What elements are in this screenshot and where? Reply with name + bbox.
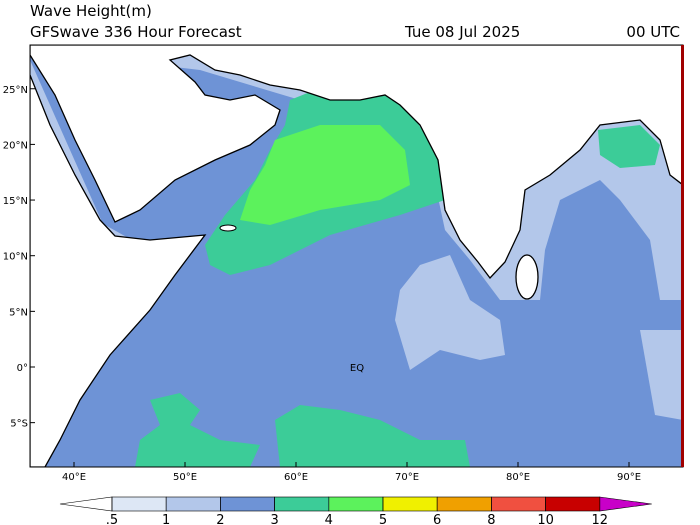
- lon-tick-label: 50°E: [173, 472, 197, 483]
- subtitle: GFSwave 336 Hour Forecast: [30, 23, 242, 41]
- colorbar-segment: [111, 496, 167, 512]
- edge-strip: [681, 45, 684, 467]
- coastal-zone: [640, 330, 683, 420]
- low-wave-zone: [395, 255, 505, 370]
- colorbar-label: 5: [379, 513, 387, 525]
- colorbar-label: 10: [537, 513, 554, 525]
- wave-3-4: [275, 405, 470, 467]
- lat-tick-label: 25°N: [3, 85, 28, 96]
- wave-3-4: [135, 393, 260, 467]
- colorbar-label: 8: [487, 513, 495, 525]
- lat-tick-label: 5°N: [9, 307, 28, 318]
- lat-tick-label: 10°N: [3, 252, 28, 263]
- colorbar-segment: [220, 496, 275, 512]
- colorbar-label: .5: [106, 513, 118, 525]
- title: Wave Height(m): [30, 2, 152, 20]
- colorbar-segment: [165, 496, 221, 512]
- land-asia: [30, 45, 683, 280]
- lat-tick-label: 20°N: [3, 140, 28, 151]
- colorbar-label: 12: [592, 513, 609, 525]
- equator-label: EQ: [350, 363, 364, 374]
- lat-tick-label: 5°S: [10, 419, 28, 430]
- land-socotra: [219, 224, 237, 232]
- colorbar-label: 1: [162, 513, 170, 525]
- land-africa: [30, 74, 207, 467]
- lon-tick-label: 70°E: [395, 472, 419, 483]
- colorbar-segment: [328, 496, 384, 512]
- lat-tick-label: 0°: [17, 363, 28, 374]
- lon-tick-label: 80°E: [506, 472, 530, 483]
- colorbar-label: 6: [433, 513, 441, 525]
- colorbar-extend-high: [599, 496, 652, 512]
- map: [30, 45, 683, 467]
- land-sri-lanka: [515, 254, 539, 300]
- colorbar-segment: [545, 496, 601, 512]
- lat-tick-label: 15°N: [3, 196, 28, 207]
- colorbar-label: 2: [216, 513, 224, 525]
- colorbar-segment: [436, 496, 492, 512]
- colorbar-segment: [491, 496, 546, 512]
- wave-3-4: [598, 125, 660, 168]
- time: 00 UTC: [626, 23, 680, 41]
- date: Tue 08 Jul 2025: [404, 23, 520, 41]
- lon-tick-label: 40°E: [62, 472, 86, 483]
- colorbar-extend-low: [59, 496, 113, 512]
- colorbar-segment: [274, 496, 330, 512]
- wave-4-5: [240, 125, 410, 225]
- lon-tick-label: 90°E: [617, 472, 641, 483]
- colorbar-label: 4: [325, 513, 333, 525]
- colorbar-label: 3: [270, 513, 278, 525]
- colorbar-segment: [382, 496, 438, 512]
- lon-tick-label: 60°E: [284, 472, 308, 483]
